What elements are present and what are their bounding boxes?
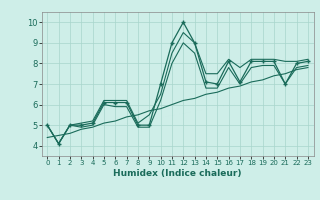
X-axis label: Humidex (Indice chaleur): Humidex (Indice chaleur) xyxy=(113,169,242,178)
